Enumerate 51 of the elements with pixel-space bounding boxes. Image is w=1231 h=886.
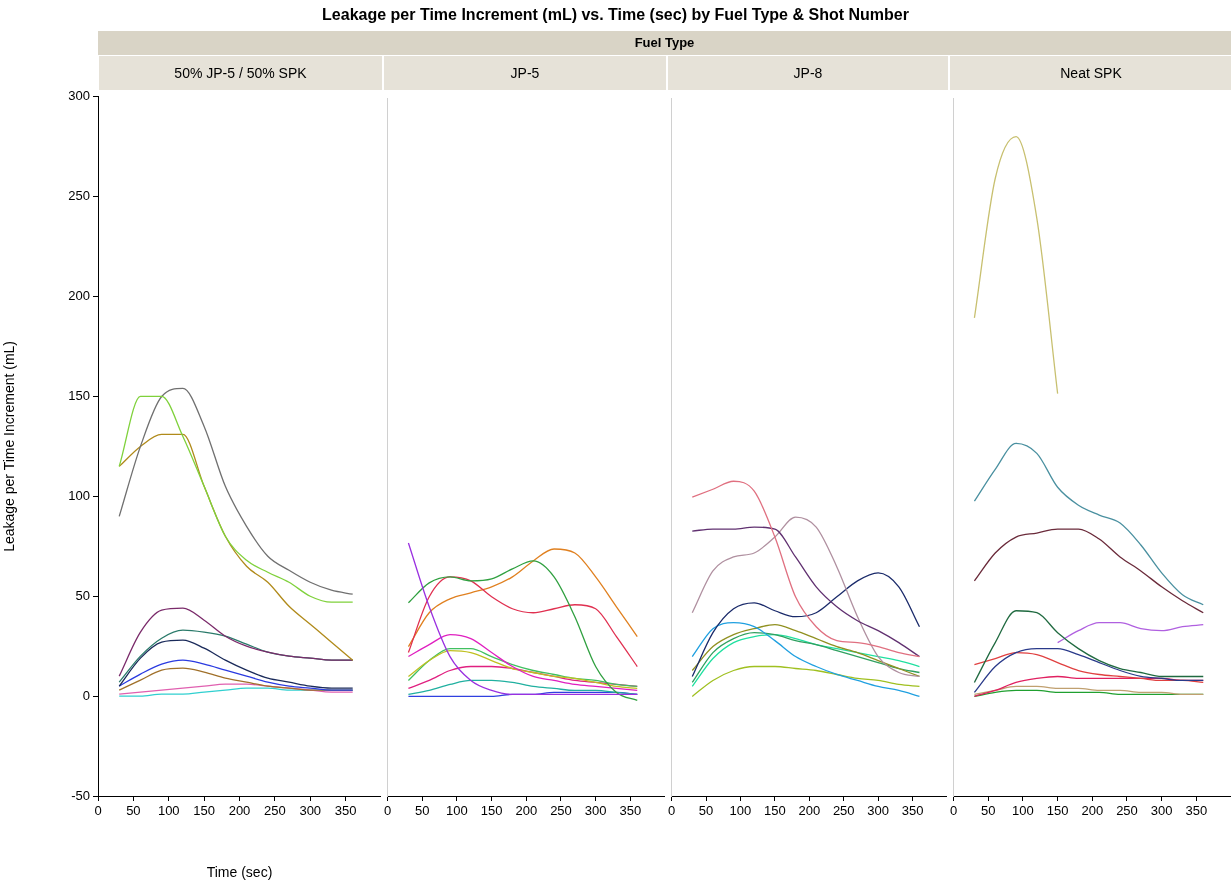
chart-subtitle: 50% JP-5 / 50% SPK [98,56,382,90]
x-tick-label: 100 [157,803,180,819]
x-tick-label: 350 [1185,803,1208,819]
x-tick-label: 300 [1150,803,1173,819]
x-tick-label: 0 [94,803,102,819]
y-tick-label: 100 [68,487,90,503]
x-tick-label: 0 [950,803,958,819]
x-tick-label: 50 [698,803,714,819]
chart-subtitle: Neat SPK [949,56,1231,90]
y-tick-label: 250 [68,188,90,204]
chart-subtitle: JP-8 [667,56,948,90]
line-series [118,607,354,677]
x-tick-label: 300 [867,803,890,819]
x-tick-label: 50 [415,803,430,819]
y-tick-label: 150 [68,388,90,404]
x-tick-label: 350 [619,803,642,819]
x-tick-label: 300 [584,803,607,819]
line-series [118,639,354,689]
x-axis-title: Time (sec) [205,864,274,880]
x-tick-label: 200 [1081,803,1104,819]
x-tick-label: 0 [668,803,676,819]
x-tick-label: 0 [384,803,392,819]
y-tick-label: -50 [71,787,90,803]
x-tick-label: 100 [729,803,752,819]
x-tick-label: 200 [798,803,821,819]
x-tick-label: 200 [515,803,538,819]
chart-subtitle: JP-5 [383,56,666,90]
x-tick-label: 250 [832,803,855,819]
text: Fuel Type [98,31,1231,55]
x-tick-label: 200 [228,803,251,819]
x-tick-label: 150 [193,803,215,819]
y-tick-label: 0 [82,687,90,703]
x-tick-label: 250 [1116,803,1138,819]
x-tick-label: 150 [1046,803,1069,819]
y-tick-label: 200 [68,288,90,304]
x-tick-label: 300 [299,803,322,819]
x-tick-label: 250 [264,803,286,819]
x-tick-label: 50 [126,803,141,819]
x-tick-label: 100 [446,803,468,819]
x-tick-label: 350 [901,803,924,819]
x-tick-label: 350 [334,803,357,819]
x-tick-label: 50 [981,803,996,819]
line-series [118,659,354,691]
x-tick-label: 250 [550,803,572,819]
y-tick-label: 300 [68,88,90,104]
x-tick-label: 150 [764,803,786,819]
y-tick-label: 50 [75,587,90,603]
x-tick-label: 100 [1012,803,1034,819]
y-axis-title: Leakage per Time Increment (mL) [1,340,18,552]
x-tick-label: 150 [480,803,503,819]
text: Leakage per Time Increment (mL) vs. Time (sec) by Fuel Type & Shot Number [321,6,910,24]
